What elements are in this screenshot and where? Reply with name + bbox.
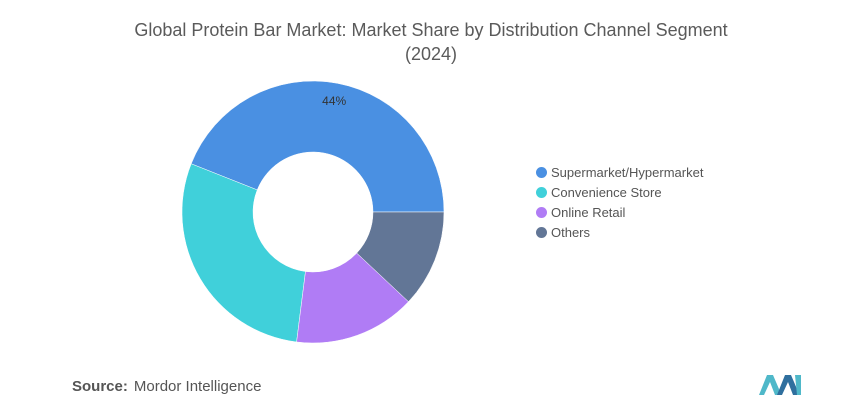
legend-swatch-icon (536, 206, 547, 218)
pie-slice-supermarket-hypermarket (190, 80, 445, 213)
mordor-intelligence-logo-icon (759, 375, 801, 395)
pie-slice-convenience-store (181, 163, 306, 343)
legend-item: Online Retail (536, 202, 703, 222)
source-note: Source: Mordor Intelligence (72, 378, 261, 395)
legend-label: Others (551, 224, 591, 240)
legend-swatch-icon (536, 226, 547, 238)
legend-swatch-icon (536, 166, 547, 178)
legend-label: Online Retail (551, 204, 626, 220)
legend-item: Convenience Store (536, 182, 703, 202)
chart-title-text: Global Protein Bar Market: Market Share … (134, 20, 728, 40)
chart-legend: Supermarket/Hypermarket Convenience Stor… (536, 162, 703, 242)
legend-swatch-icon (536, 186, 547, 198)
source-text: Mordor Intelligence (133, 378, 262, 395)
source-label: Source: (72, 378, 128, 395)
chart-subtitle: (2024) (404, 44, 458, 64)
legend-label: Supermarket/Hypermarket (551, 164, 704, 180)
chart-title: Global Protein Bar Market: Market Share … (0, 18, 862, 66)
data-label: 44% (322, 94, 346, 108)
legend-item: Supermarket/Hypermarket (536, 162, 703, 182)
legend-item: Others (536, 222, 703, 242)
pie-slice-others (356, 211, 445, 303)
legend-label: Convenience Store (551, 184, 662, 200)
